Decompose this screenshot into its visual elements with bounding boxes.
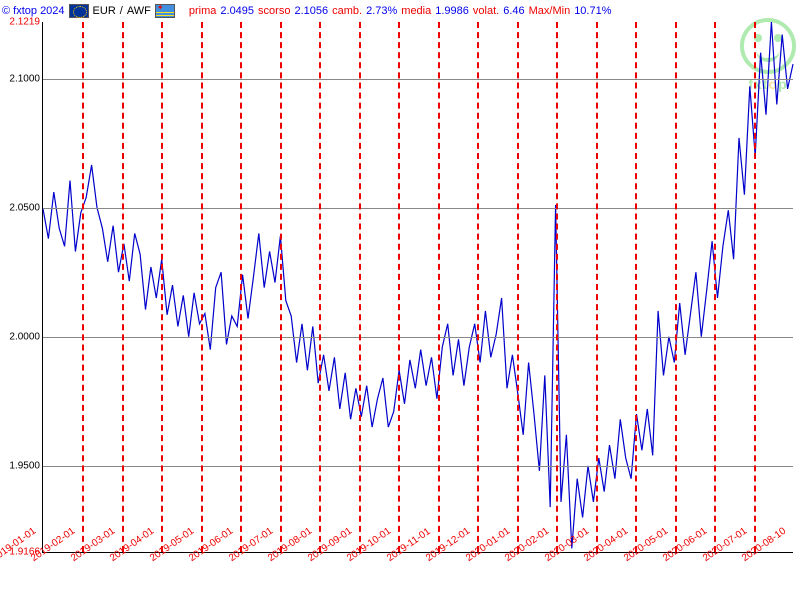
price-line — [43, 22, 793, 552]
ytick-label: 2.0000 — [2, 331, 40, 342]
vgrid-line — [675, 22, 677, 552]
label-volat: volat. — [473, 5, 499, 17]
vgrid-line — [596, 22, 598, 552]
vgrid-line — [82, 22, 84, 552]
value-scorso: 2.1056 — [294, 5, 328, 17]
vgrid-line — [201, 22, 203, 552]
vgrid-line — [359, 22, 361, 552]
vgrid-line — [438, 22, 440, 552]
vgrid-line — [398, 22, 400, 552]
hgrid-line — [43, 79, 793, 80]
ytick-label: 1.9500 — [2, 460, 40, 471]
vgrid-line — [754, 22, 756, 552]
vgrid-line — [477, 22, 479, 552]
label-scorso: scorso — [258, 5, 290, 17]
pair-right: AWF — [127, 5, 151, 17]
hgrid-line — [43, 337, 793, 338]
vgrid-line — [161, 22, 163, 552]
vgrid-line — [280, 22, 282, 552]
ytick-label: 2.0500 — [2, 202, 40, 213]
label-camb: camb. — [332, 5, 362, 17]
hgrid-line — [43, 208, 793, 209]
vgrid-line — [556, 22, 558, 552]
plot-area — [42, 22, 793, 553]
value-media: 1.9986 — [435, 5, 469, 17]
copyright-text: © fxtop 2024 — [2, 5, 65, 17]
flag-eu-icon — [69, 4, 89, 18]
hgrid-line — [43, 466, 793, 467]
label-prima: prima — [189, 5, 217, 17]
vgrid-line — [635, 22, 637, 552]
label-media: media — [401, 5, 431, 17]
value-prima: 2.0495 — [220, 5, 254, 17]
ytick-label: 2.1000 — [2, 73, 40, 84]
chart-header: © fxtop 2024 EUR / AWF prima 2.0495 scor… — [2, 2, 612, 20]
pair-sep: / — [120, 5, 123, 17]
flag-aw-icon — [155, 4, 175, 18]
pair-left: EUR — [93, 5, 116, 17]
value-camb: 2.73% — [366, 5, 397, 17]
value-volat: 6.46 — [503, 5, 524, 17]
vgrid-line — [714, 22, 716, 552]
label-maxmin: Max/Min — [529, 5, 571, 17]
vgrid-line — [517, 22, 519, 552]
vgrid-line — [122, 22, 124, 552]
vgrid-line — [319, 22, 321, 552]
value-maxmin: 10.71% — [574, 5, 611, 17]
ytick-max: 2.1219 — [2, 17, 40, 28]
vgrid-line — [240, 22, 242, 552]
fx-chart: fxtop © fxtop 2024 EUR / AWF prima 2.049… — [0, 0, 800, 600]
